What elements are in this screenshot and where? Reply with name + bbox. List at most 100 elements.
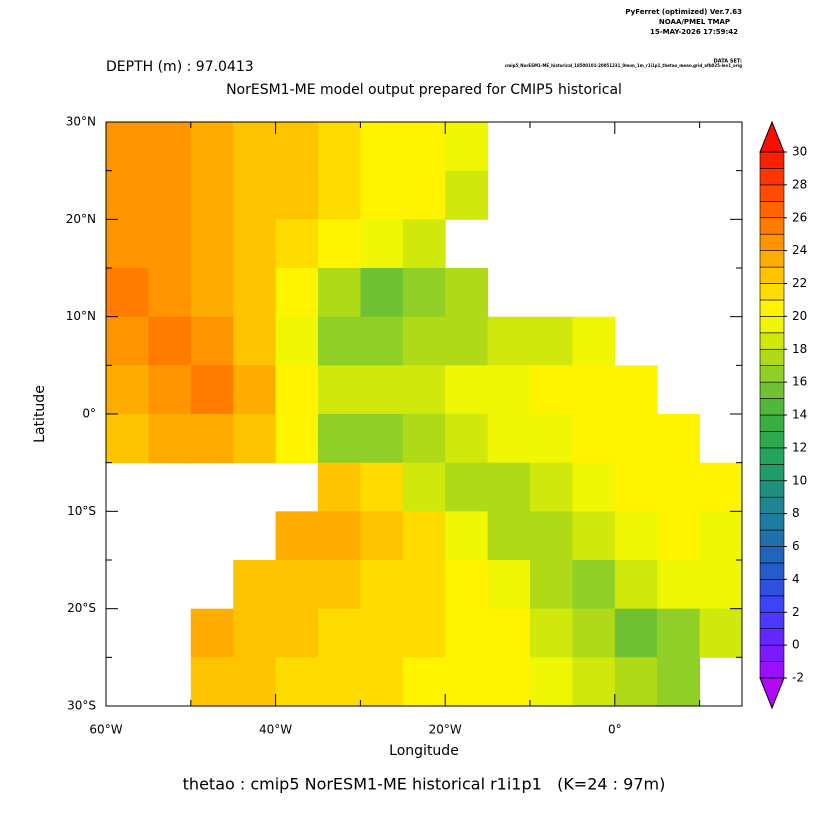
cell (614, 365, 658, 415)
cell (614, 511, 658, 561)
colorbar-band (759, 217, 785, 235)
cell (360, 268, 404, 318)
colorbar-band (759, 447, 785, 465)
cell (360, 365, 404, 415)
colorbar-label: 18 (792, 342, 807, 356)
cell (445, 511, 489, 561)
cell (360, 316, 404, 366)
cell (233, 316, 277, 366)
y-tick-label: 30°S (67, 699, 96, 713)
cell (190, 608, 234, 658)
cell (402, 560, 446, 610)
cell (106, 122, 149, 172)
cell (572, 414, 616, 464)
cell (275, 608, 319, 658)
colorbar-band (759, 464, 785, 482)
cell (572, 608, 616, 658)
cell (360, 414, 404, 464)
cell (190, 414, 234, 464)
cell (233, 268, 277, 318)
y-tick-label: 10°S (67, 504, 96, 518)
chart-title: NorESM1-ME model output prepared for CMI… (226, 82, 622, 98)
cell (572, 462, 616, 512)
cell (530, 316, 573, 366)
cell (148, 219, 192, 269)
cell (318, 122, 361, 172)
colorbar-label: 14 (792, 408, 807, 422)
cell (275, 122, 319, 172)
cell (275, 170, 319, 220)
cell (699, 511, 743, 561)
cell (445, 414, 489, 464)
cell (657, 462, 701, 512)
cell (233, 219, 277, 269)
cell (148, 268, 192, 318)
cell (106, 414, 149, 464)
colorbar-label: 2 (792, 605, 800, 619)
cell (530, 414, 573, 464)
cell (275, 219, 319, 269)
cell (445, 122, 489, 172)
colorbar-label: 22 (792, 276, 807, 290)
cell (190, 219, 234, 269)
cell (487, 414, 531, 464)
cell (402, 608, 446, 658)
colorbar-band (759, 365, 785, 383)
cell (402, 462, 446, 512)
header-line: 15-MAY-2026 17:59:42 (650, 28, 738, 36)
cell (148, 122, 192, 172)
colorbar-band (759, 266, 785, 284)
cell (487, 560, 531, 610)
colorbar-band (759, 348, 785, 366)
cell (487, 608, 531, 658)
footer: thetao : cmip5 NorESM1-ME historical r1i… (183, 775, 666, 794)
cell (318, 365, 361, 415)
y-tick-label: 10°N (66, 309, 96, 323)
colorbar-label: 10 (792, 473, 807, 487)
colorbar-band (759, 299, 785, 317)
cell (360, 511, 404, 561)
cell (402, 316, 446, 366)
cell (106, 316, 149, 366)
colorbar-top (759, 120, 785, 153)
colorbar-band (759, 644, 785, 662)
cell (318, 657, 361, 707)
cell (360, 560, 404, 610)
cell (614, 462, 658, 512)
colorbar-label: 8 (792, 506, 800, 520)
cell (275, 511, 319, 561)
cell (530, 462, 573, 512)
x-tick-label: 20°W (429, 723, 462, 737)
dataset: cmip5_NorESM1-ME_historical_18500101-200… (505, 63, 742, 68)
colorbar-band (759, 628, 785, 646)
cell (318, 316, 361, 366)
colorbar-label: 24 (792, 243, 807, 257)
colorbar-band (759, 431, 785, 449)
cell (402, 170, 446, 220)
colorbar-band (759, 250, 785, 268)
cell (275, 414, 319, 464)
cell (275, 268, 319, 318)
cell (445, 560, 489, 610)
cell (360, 122, 404, 172)
cell (275, 657, 319, 707)
colorbar-label: 4 (792, 572, 800, 586)
y-tick-label: 20°S (67, 601, 96, 615)
cell (233, 170, 277, 220)
colorbar-band (759, 414, 785, 432)
cell (402, 122, 446, 172)
colorbar-label: 20 (792, 309, 807, 323)
cell (318, 560, 361, 610)
cell (318, 414, 361, 464)
colorbar-band (759, 496, 785, 514)
cell (233, 414, 277, 464)
cell (360, 608, 404, 658)
colorbar-band (759, 595, 785, 613)
colorbar-band (759, 151, 785, 169)
cell (402, 414, 446, 464)
cell (360, 462, 404, 512)
cell (190, 365, 234, 415)
cell (657, 657, 701, 707)
cell (530, 365, 573, 415)
